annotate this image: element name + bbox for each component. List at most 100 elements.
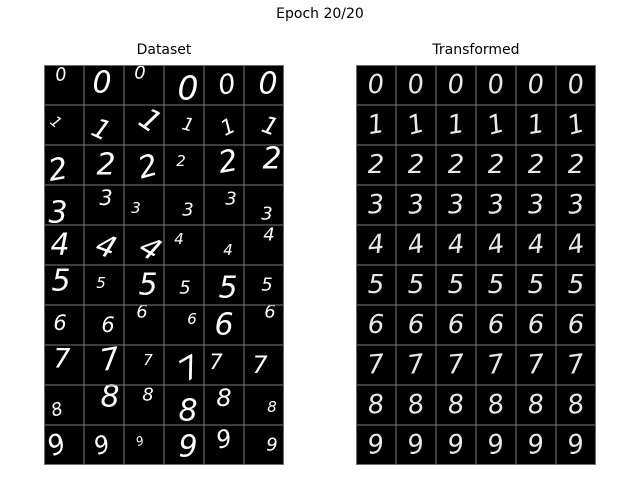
dataset-panel-title: Dataset	[136, 42, 192, 58]
dataset-digit-cell: 7	[53, 344, 70, 375]
transformed-digit-cell: 5	[368, 270, 385, 300]
dataset-digit-cell: 4	[174, 230, 184, 248]
transformed-digit-cell: 6	[408, 310, 425, 340]
transformed-digit-cell: 4	[446, 229, 466, 261]
dataset-digit-cell: 6	[264, 302, 275, 323]
figure-title: Epoch 20/20	[276, 6, 364, 22]
transformed-digit-cell: 2	[528, 150, 545, 180]
dataset-digit-cell: 6	[214, 308, 233, 343]
transformed-digit-cell: 4	[366, 229, 386, 261]
transformed-digit-cell: 3	[486, 189, 506, 221]
dataset-digit-cell: 8	[142, 385, 153, 406]
transformed-digit-cell: 6	[448, 310, 465, 340]
dataset-digit-cell: 7	[143, 351, 153, 369]
dataset-digit-cell: 2	[46, 151, 71, 189]
transformed-digit-cell: 4	[526, 229, 546, 261]
dataset-digit-cell: 9	[45, 427, 71, 462]
dataset-digit-cell: 6	[187, 310, 197, 328]
transformed-digit-cell: 4	[565, 229, 587, 261]
transformed-digit-cell: 3	[527, 190, 545, 221]
transformed-digit-cell: 3	[566, 189, 586, 221]
transformed-digit-cell: 7	[447, 349, 466, 380]
dataset-digit-cell: 7	[252, 351, 268, 379]
dataset-digit-cell: 2	[176, 152, 186, 170]
dataset-digit-cell: 7	[209, 350, 223, 374]
transformed-digit-cell: 2	[408, 150, 425, 180]
dataset-digit-cell: 0	[258, 67, 277, 102]
dataset-digit-cell: 3	[48, 196, 67, 231]
dataset-digit-cell: 7	[98, 341, 123, 379]
transformed-digit-cell: 9	[405, 429, 427, 462]
transformed-digit-cell: 5	[448, 270, 465, 300]
dataset-digit-cell: 3	[182, 200, 193, 221]
dataset-digit-cell: 4	[91, 227, 121, 266]
dataset-digit-cell: 2	[134, 148, 162, 187]
transformed-digit-cell: 9	[485, 429, 507, 462]
transformed-digit-cell: 6	[488, 310, 505, 340]
dataset-digit-cell: 1	[258, 110, 282, 142]
dataset-digit-cell: 8	[100, 380, 119, 415]
transformed-digit-cell: 3	[406, 189, 426, 221]
transformed-digit-cell: 3	[447, 190, 465, 221]
dataset-digit-cell: 5	[96, 274, 106, 292]
dataset-digit-cell: 1	[180, 113, 196, 136]
transformed-digit-cell: 3	[367, 190, 385, 221]
dataset-digit-cell: 9	[90, 429, 114, 461]
transformed-digit-cell: 9	[366, 429, 386, 461]
dataset-digit-cell: 3	[131, 199, 141, 217]
transformed-digit-cell: 8	[446, 389, 466, 421]
transformed-digit-cell: 7	[527, 349, 546, 380]
transformed-digit-cell: 6	[528, 310, 545, 340]
dataset-digit-cell: 4	[50, 228, 69, 263]
transformed-digit-cell: 6	[368, 310, 385, 340]
transformed-digit-cell: 0	[406, 69, 427, 101]
transformed-digit-cell: 9	[565, 429, 587, 462]
dataset-digit-cell: 4	[263, 225, 274, 246]
transformed-digit-cell: 2	[488, 150, 505, 180]
transformed-digit-cell: 8	[565, 389, 587, 421]
dataset-digit-cell: 1	[217, 113, 239, 140]
dataset-digit-cell: 8	[216, 384, 231, 412]
transformed-digit-cell: 0	[486, 69, 507, 101]
transformed-digit-cell: 8	[485, 389, 507, 421]
transformed-digit-cell: 1	[484, 108, 508, 141]
dataset-digit-cell: 5	[51, 264, 70, 299]
transformed-digit-cell: 0	[367, 69, 386, 100]
transformed-digit-cell: 5	[528, 270, 545, 300]
transformed-panel-title: Transformed	[432, 42, 520, 58]
dataset-digit-cell: 8	[49, 398, 65, 421]
dataset-digit-cell: 1	[87, 112, 116, 147]
dataset-digit-cell: 3	[261, 204, 272, 225]
dataset-digit-cell: 0	[216, 68, 238, 102]
dataset-digit-cell: 9	[178, 430, 197, 465]
dataset-digit-cell: 5	[261, 275, 272, 296]
transformed-digit-cell: 8	[526, 389, 546, 421]
transformed-digit-cell: 8	[405, 389, 427, 421]
transformed-digit-cell: 7	[367, 349, 386, 380]
transformed-digit-cell: 1	[564, 108, 588, 141]
dataset-digit-cell: 8	[267, 398, 277, 416]
dataset-digit-cell: 0	[92, 66, 111, 101]
dataset-digit-cell: 2	[262, 142, 281, 177]
dataset-digit-cell: 3	[99, 186, 112, 210]
dataset-digit-cell: 5	[138, 268, 157, 303]
dataset-digit-cell: 5	[218, 271, 237, 306]
transformed-digit-cell: 1	[445, 109, 466, 141]
transformed-digit-cell: 0	[566, 69, 587, 101]
transformed-digit-cell: 7	[486, 349, 507, 381]
dataset-digit-cell: 0	[134, 66, 145, 84]
transformed-digit-cell: 1	[365, 109, 386, 141]
transformed-digit-cell: 9	[526, 429, 546, 461]
transformed-digit-cell: 0	[447, 69, 466, 100]
transformed-digit-cell: 7	[406, 349, 427, 381]
dataset-digit-cell: 9	[134, 433, 146, 449]
transformed-digit-cell: 1	[404, 108, 428, 141]
dataset-digit-cell: 9	[266, 435, 277, 456]
transformed-grid-svg: 0 0 0 0 0 01 1 1 1 1 12 2 2 2 2 23 3 3 3 3 34 4 4 4 4 45 5 5 5 5 56 6 6 6…	[357, 66, 595, 464]
dataset-digit-cell: 6	[101, 313, 114, 337]
transformed-digit-cell: 9	[446, 429, 466, 461]
dataset-digit-cell: 2	[96, 148, 115, 183]
